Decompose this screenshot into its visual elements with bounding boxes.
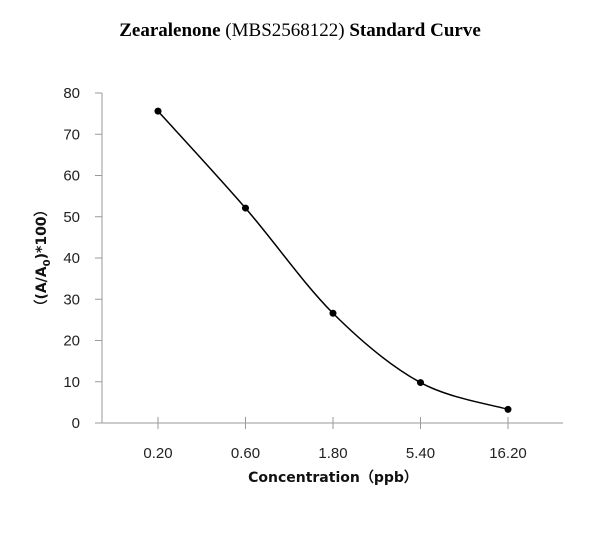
- y-tick-label: 50: [63, 209, 80, 226]
- y-tick-label: 70: [63, 126, 80, 143]
- x-tick-label: 1.80: [318, 445, 347, 462]
- x-tick-label: 0.20: [143, 445, 172, 462]
- x-tick-label: 5.40: [406, 445, 435, 462]
- y-tick-label: 20: [63, 333, 80, 350]
- data-point: [242, 204, 249, 212]
- y-tick-label: 0: [72, 415, 80, 432]
- y-axis: 0 10 20 30 40 50 60 70 80: [63, 85, 103, 432]
- y-tick-label: 40: [63, 250, 80, 267]
- title-analyte: Zearalenone: [119, 20, 221, 41]
- data-point: [154, 107, 162, 115]
- x-tick-label: 16.20: [489, 445, 527, 462]
- data-point: [417, 379, 424, 387]
- y-tick-label: 60: [63, 168, 80, 185]
- x-tick-label: 0.60: [231, 445, 260, 462]
- x-axis: 0.20 0.60 1.80 5.40 16.20: [102, 417, 563, 462]
- y-tick-label: 80: [63, 85, 80, 102]
- series-line: [157, 110, 509, 411]
- x-axis-label: Concentration（ppb）: [248, 470, 418, 486]
- data-point: [504, 405, 512, 413]
- title-suffix: Standard Curve: [349, 20, 481, 41]
- title-catalog: (MBS2568122): [220, 20, 350, 41]
- data-point: [329, 309, 337, 317]
- chart-title: Zearalenone (MBS2568122) Standard Curve: [0, 20, 600, 42]
- y-tick-label: 10: [63, 374, 80, 391]
- y-tick-label: 30: [63, 291, 80, 308]
- data-points: [154, 107, 512, 413]
- y-axis-label: （(A/A0)*100）: [34, 202, 53, 313]
